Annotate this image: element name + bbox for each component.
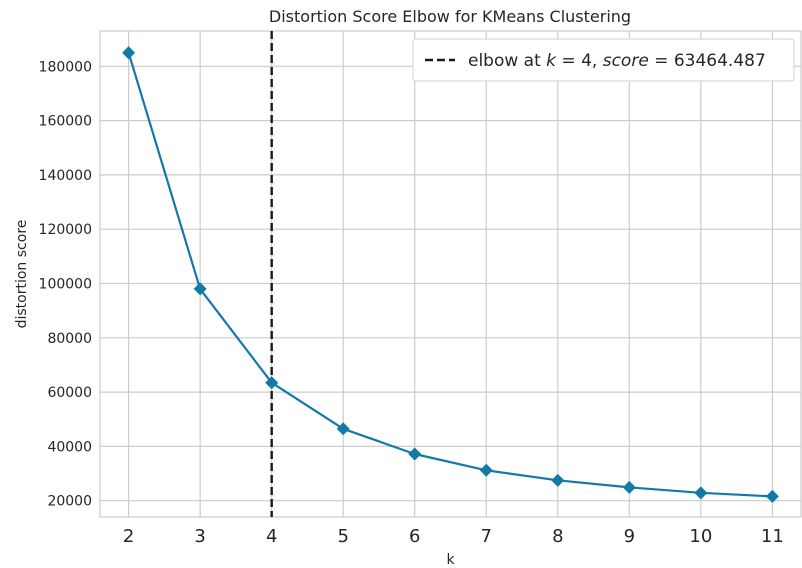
x-ticks: 2 3 4 5 6 7 8 9 10 11: [123, 526, 784, 547]
x-tick-label: 6: [409, 526, 420, 547]
x-tick-label: 11: [761, 526, 784, 547]
data-point: [193, 282, 207, 296]
x-tick-label: 8: [552, 526, 563, 547]
x-tick-label: 5: [337, 526, 348, 547]
y-tick-label: 180000: [39, 59, 92, 75]
plot-frame: [99, 30, 802, 518]
x-tick-label: 9: [624, 526, 635, 547]
y-tick-label: 120000: [39, 222, 92, 238]
x-tick-label: 7: [481, 526, 492, 547]
data-point: [479, 463, 493, 477]
y-ticks: 20000 40000 60000 80000 100000 120000 140000 16…: [39, 59, 92, 509]
data-point: [122, 46, 136, 60]
y-tick-label: 160000: [39, 114, 92, 130]
series-line: [127, 52, 773, 498]
chart-title: Distortion Score Elbow for KMeans Cluste…: [269, 7, 631, 26]
data-point: [336, 422, 350, 436]
data-point: [265, 376, 279, 390]
y-tick-label: 140000: [39, 168, 92, 184]
x-tick-label: 10: [689, 526, 712, 547]
legend-prefix: elbow at: [468, 51, 546, 71]
legend: elbow at k = 4, score = 63464.487: [412, 38, 795, 82]
y-tick-label: 60000: [47, 385, 92, 401]
y-tick-label: 80000: [47, 331, 92, 347]
y-tick-label: 40000: [47, 439, 92, 455]
legend-score-symbol: score: [603, 51, 649, 71]
data-point: [551, 473, 565, 487]
data-point: [765, 489, 779, 503]
x-tick-label: 3: [194, 526, 205, 547]
legend-k-value: = 4,: [556, 51, 603, 71]
grid: [100, 31, 801, 517]
legend-box: [412, 38, 795, 82]
y-tick-label: 100000: [39, 277, 92, 293]
x-tick-label: 4: [266, 526, 277, 547]
y-axis-label: distortion score: [14, 220, 30, 329]
data-point: [622, 480, 636, 494]
data-markers: [122, 46, 779, 503]
data-point: [694, 486, 708, 500]
x-axis-label: k: [446, 552, 455, 568]
legend-label: elbow at k = 4, score = 63464.487: [468, 51, 766, 71]
x-tick-label: 2: [123, 526, 134, 547]
legend-k-symbol: k: [546, 51, 557, 71]
y-tick-label: 20000: [47, 494, 92, 510]
data-point: [408, 447, 422, 461]
legend-score-value: = 63464.487: [649, 51, 766, 71]
